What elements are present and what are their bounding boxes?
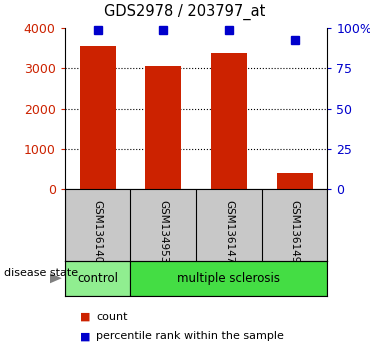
Text: disease state: disease state <box>4 268 78 278</box>
Text: GDS2978 / 203797_at: GDS2978 / 203797_at <box>104 4 266 21</box>
Text: GSM136149: GSM136149 <box>290 200 300 263</box>
Text: ■: ■ <box>80 331 90 342</box>
Text: GSM136140: GSM136140 <box>92 200 102 263</box>
Text: GSM134953: GSM134953 <box>158 200 168 263</box>
Bar <box>65 261 131 296</box>
Bar <box>80 46 116 189</box>
Text: control: control <box>77 272 118 285</box>
Text: percentile rank within the sample: percentile rank within the sample <box>96 331 284 342</box>
Text: multiple sclerosis: multiple sclerosis <box>178 272 280 285</box>
Text: count: count <box>96 312 128 322</box>
Polygon shape <box>50 273 62 283</box>
Bar <box>211 53 247 189</box>
Bar <box>131 261 327 296</box>
Text: ■: ■ <box>80 312 90 322</box>
Bar <box>145 67 181 189</box>
Bar <box>276 173 313 189</box>
Text: GSM136147: GSM136147 <box>224 200 234 263</box>
